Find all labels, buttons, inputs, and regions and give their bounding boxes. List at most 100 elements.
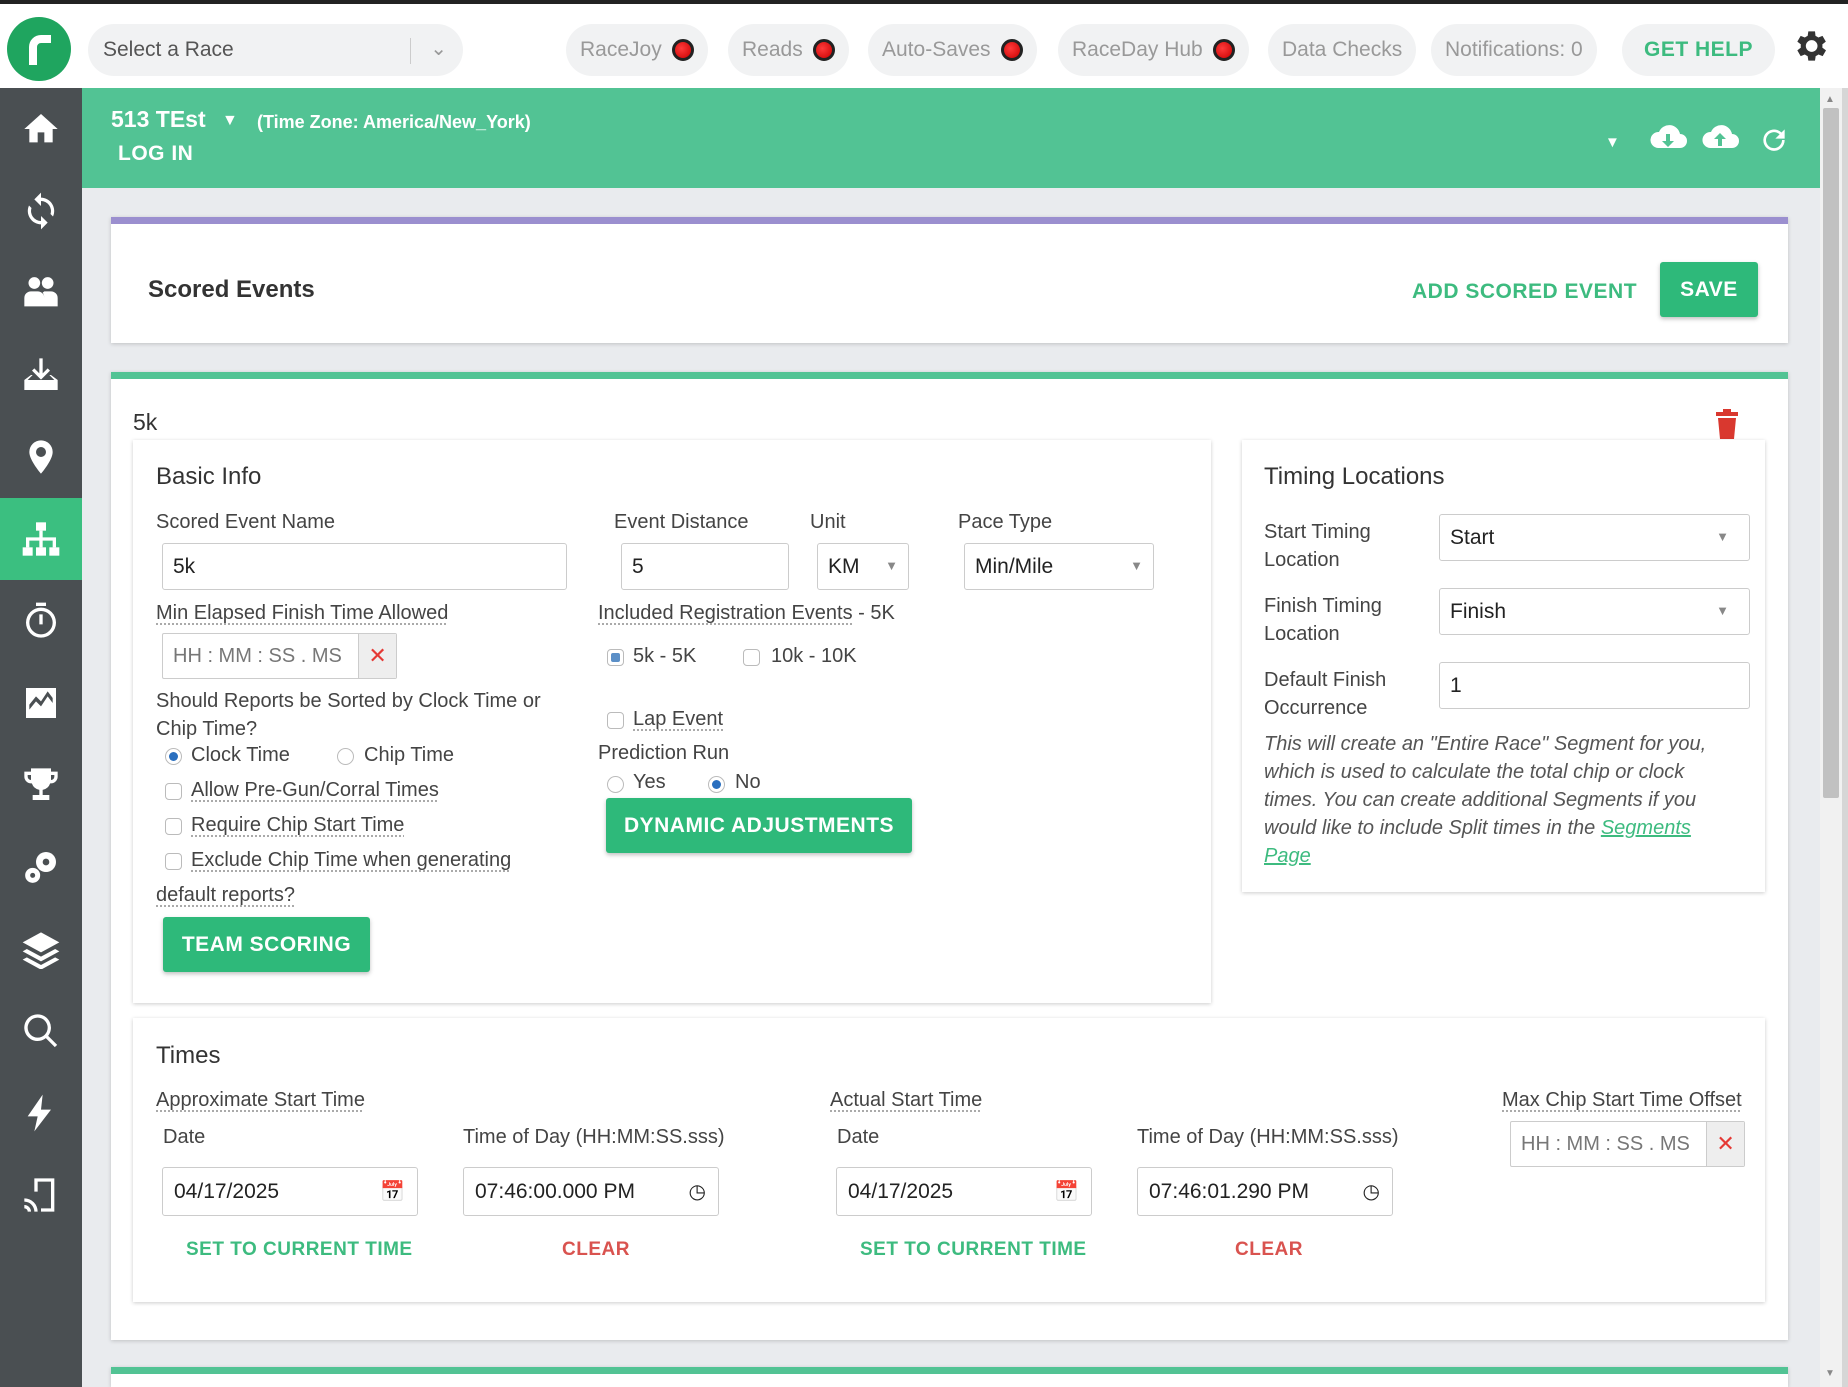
add-scored-event-button[interactable]: ADD SCORED EVENT	[1412, 280, 1638, 303]
prediction-yes-label: Yes	[633, 771, 666, 793]
search-icon	[24, 1014, 58, 1048]
sidebar-item-actions[interactable]	[0, 1072, 82, 1154]
clock-time-radio[interactable]	[165, 748, 182, 765]
actual-time-value: 07:46:01.290 PM	[1149, 1179, 1309, 1203]
racejoy-pill[interactable]: RaceJoy	[566, 24, 708, 76]
race-timezone: (Time Zone: America/New_York)	[257, 112, 531, 132]
max-offset-input[interactable]: HH : MM : SS . MS ✕	[1510, 1121, 1745, 1167]
get-help-button[interactable]: GET HELP	[1622, 24, 1776, 76]
race-name[interactable]: 513 TEst	[111, 106, 206, 132]
exclude-chip-label-2: default reports?	[156, 884, 295, 906]
calendar-icon[interactable]: 📅	[1054, 1181, 1079, 1203]
segments-page-link-2[interactable]: Page	[1264, 845, 1311, 867]
gears-icon	[25, 852, 56, 883]
sidebar-item-search[interactable]	[0, 990, 82, 1072]
reg-event-5k-checkbox[interactable]	[607, 649, 624, 666]
approx-date-input[interactable]: 04/17/2025 📅	[162, 1167, 418, 1216]
actual-tod-label: Time of Day (HH:MM:SS.sss)	[1137, 1126, 1399, 1148]
approx-set-current-button[interactable]: SET TO CURRENT TIME	[186, 1239, 413, 1260]
sidebar-item-sync[interactable]	[0, 170, 82, 252]
dynamic-adjustments-button[interactable]: DYNAMIC ADJUSTMENTS	[606, 798, 912, 853]
start-timing-label: Start Timing Location	[1264, 518, 1371, 574]
sidebar-item-settings[interactable]	[0, 826, 82, 908]
sidebar-item-devices[interactable]	[0, 1154, 82, 1236]
caret-down-icon[interactable]: ▼	[1605, 134, 1620, 151]
scrollbar[interactable]: ▲ ▼	[1820, 88, 1842, 1387]
sidebar-item-timing[interactable]	[0, 580, 82, 662]
sidebar-item-participants[interactable]	[0, 252, 82, 334]
download-tray-icon	[24, 358, 58, 390]
clear-x-icon[interactable]: ✕	[358, 634, 396, 678]
clock-icon[interactable]: ◷	[1362, 1181, 1380, 1203]
reg-event-5k-label: 5k - 5K	[633, 645, 697, 667]
prediction-yes-radio[interactable]	[607, 776, 624, 793]
reads-label: Reads	[742, 38, 803, 61]
default-finish-label-2: Occurrence	[1264, 697, 1368, 719]
race-select-placeholder: Select a Race	[103, 38, 234, 61]
scrollbar-thumb[interactable]	[1823, 108, 1839, 798]
gear-icon[interactable]	[1790, 26, 1830, 66]
unit-select[interactable]: KM ▼	[817, 543, 909, 590]
runsignup-logo[interactable]	[7, 17, 71, 81]
actual-set-current-button[interactable]: SET TO CURRENT TIME	[860, 1239, 1087, 1260]
sidebar-item-scored-events[interactable]	[0, 498, 82, 580]
reads-pill[interactable]: Reads	[728, 24, 849, 76]
autosaves-pill[interactable]: Auto-Saves	[868, 24, 1037, 76]
actual-clear-button[interactable]: CLEAR	[1235, 1239, 1303, 1260]
window-edge	[1842, 88, 1848, 1387]
sidebar-item-layers[interactable]	[0, 908, 82, 990]
sidebar-item-reports[interactable]	[0, 662, 82, 744]
clear-x-icon[interactable]: ✕	[1706, 1122, 1744, 1166]
sort-question: Should Reports be Sorted by Clock Time o…	[156, 687, 541, 743]
start-timing-value: Start	[1450, 525, 1495, 549]
next-event-card	[111, 1367, 1788, 1387]
log-in-link[interactable]: LOG IN	[118, 142, 194, 165]
chip-time-radio[interactable]	[337, 748, 354, 765]
sidebar-item-locations[interactable]	[0, 416, 82, 498]
default-finish-input[interactable]: 1	[1439, 662, 1750, 709]
notifications-pill[interactable]: Notifications: 0	[1431, 24, 1597, 76]
data-checks-pill[interactable]: Data Checks	[1268, 24, 1417, 76]
exclude-chip-checkbox[interactable]	[165, 853, 182, 870]
sidebar-item-import[interactable]	[0, 334, 82, 416]
actual-date-input[interactable]: 04/17/2025 📅	[836, 1167, 1092, 1216]
start-timing-select[interactable]: Start ▼	[1439, 514, 1750, 561]
reg-event-10k-checkbox[interactable]	[743, 649, 760, 666]
actual-date-label: Date	[837, 1126, 880, 1148]
autosaves-label: Auto-Saves	[882, 38, 991, 61]
caret-down-icon[interactable]: ▼	[222, 112, 238, 129]
raceday-hub-pill[interactable]: RaceDay Hub	[1058, 24, 1249, 76]
finish-timing-select[interactable]: Finish ▼	[1439, 588, 1750, 635]
refresh-icon[interactable]	[1758, 124, 1790, 156]
min-elapsed-time-input[interactable]: HH : MM : SS . MS ✕	[162, 633, 397, 679]
allow-pregun-checkbox[interactable]	[165, 783, 182, 800]
prediction-no-radio[interactable]	[708, 776, 725, 793]
included-reg-label: Included Registration Events - 5K	[598, 602, 895, 625]
team-scoring-button[interactable]: TEAM SCORING	[163, 917, 370, 972]
scroll-down-icon[interactable]: ▼	[1825, 1368, 1835, 1379]
event-distance-input[interactable]: 5	[621, 543, 789, 590]
sidebar-item-awards[interactable]	[0, 744, 82, 826]
approx-clear-button[interactable]: CLEAR	[562, 1239, 630, 1260]
clock-icon[interactable]: ◷	[688, 1181, 706, 1203]
trash-icon[interactable]	[1715, 409, 1739, 439]
pace-type-select[interactable]: Min/Mile ▼	[964, 543, 1154, 590]
race-select[interactable]: Select a Race ⌄	[88, 24, 463, 76]
cloud-upload-icon[interactable]	[1700, 122, 1740, 154]
scored-event-name-input[interactable]: 5k	[162, 543, 567, 590]
event-name-heading: 5k	[133, 409, 158, 435]
save-button[interactable]: SAVE	[1660, 262, 1758, 317]
cloud-download-icon[interactable]	[1648, 122, 1688, 154]
calendar-icon[interactable]: 📅	[380, 1181, 405, 1203]
segments-page-link[interactable]: Segments	[1600, 817, 1691, 839]
actual-time-input[interactable]: 07:46:01.290 PM ◷	[1137, 1167, 1393, 1216]
scored-events-header-card: Scored Events ADD SCORED EVENT SAVE	[111, 217, 1788, 343]
sidebar-item-home[interactable]	[0, 88, 82, 170]
scored-event-name-label: Scored Event Name	[156, 511, 335, 533]
lap-event-checkbox[interactable]	[607, 712, 624, 729]
scroll-up-icon[interactable]: ▲	[1825, 94, 1835, 105]
require-chip-start-checkbox[interactable]	[165, 818, 182, 835]
chip-time-label: Chip Time	[364, 744, 455, 766]
select-arrow-icon: ▼	[1716, 603, 1729, 618]
approx-time-input[interactable]: 07:46:00.000 PM ◷	[463, 1167, 719, 1216]
